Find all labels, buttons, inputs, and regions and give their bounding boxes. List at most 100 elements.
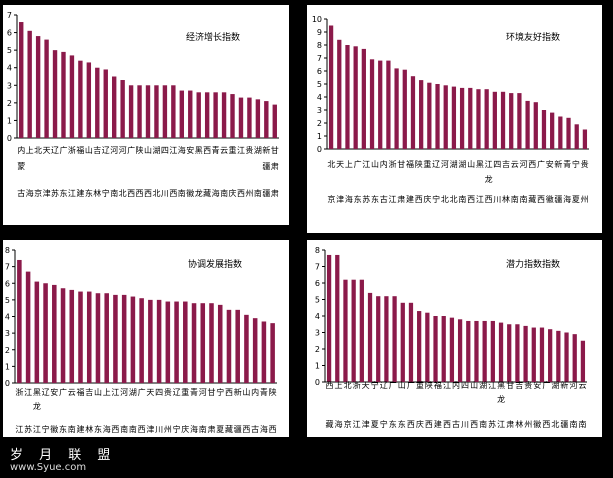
category-label: 江 xyxy=(33,425,41,434)
category-label: 贵 xyxy=(581,159,589,169)
category-label: 东 xyxy=(354,194,362,204)
bar xyxy=(564,332,569,382)
category-label: 陕 xyxy=(136,145,144,155)
category-label: 西 xyxy=(443,420,451,429)
y-tick-label: 7 xyxy=(315,263,320,272)
bar xyxy=(217,304,223,383)
category-label: 四 xyxy=(161,146,169,155)
category-label: 福 xyxy=(434,381,442,390)
bar xyxy=(52,284,57,383)
category-label: 陕 xyxy=(425,380,433,390)
bar xyxy=(34,281,40,383)
bar xyxy=(466,320,471,382)
category-label: 南 xyxy=(254,188,262,198)
y-tick-label: 1 xyxy=(5,362,10,371)
chart-svg: 012345678910环境友好指数北天上广江山内浙甘福陕重辽河湖湖山黑江四吉云… xyxy=(312,15,589,204)
bar xyxy=(209,303,214,383)
category-label: 天 xyxy=(146,388,154,397)
bar xyxy=(582,129,588,149)
category-label: 山 xyxy=(470,380,478,390)
category-label: 新 xyxy=(554,159,562,169)
category-label: 西 xyxy=(467,195,475,204)
bar xyxy=(270,323,275,383)
bar xyxy=(154,85,159,138)
category-label: 山 xyxy=(144,145,152,155)
bar xyxy=(238,97,244,138)
bar xyxy=(572,334,577,382)
category-label: 州 xyxy=(581,195,589,204)
chart-title: 经济增长指数 xyxy=(186,31,240,43)
bar xyxy=(261,321,267,383)
y-tick-label: 3 xyxy=(315,329,320,338)
category-label: 广 xyxy=(537,159,545,169)
category-label: 南 xyxy=(68,424,76,434)
y-tick-label: 1 xyxy=(315,362,320,371)
category-label: 吉 xyxy=(515,381,523,390)
category-label: 天 xyxy=(362,381,370,390)
category-label: 徽 xyxy=(546,194,554,204)
category-label: 古 xyxy=(380,194,388,204)
bar xyxy=(419,80,424,149)
category-label: 西 xyxy=(225,388,233,397)
category-label: 北 xyxy=(344,381,352,390)
bar xyxy=(408,302,414,382)
category-label: 湖 xyxy=(129,388,137,397)
category-label: 南 xyxy=(458,194,466,204)
category-label: 肃 xyxy=(208,424,216,434)
category-label: 南 xyxy=(569,419,577,429)
category-label: 湖 xyxy=(152,146,160,155)
bar xyxy=(384,296,389,382)
bar xyxy=(148,299,153,383)
category-label: 西 xyxy=(203,146,211,155)
category-label: 东 xyxy=(59,188,67,198)
category-label: 辽 xyxy=(51,146,59,155)
bar xyxy=(221,92,227,138)
category-label: 南 xyxy=(520,194,528,204)
category-label: 江 xyxy=(485,160,493,169)
bar xyxy=(500,91,506,149)
chart-svg: 012345678潜力指数指数西上北浙天宁辽广山广重陕福江内四山湖江黑甘吉贵安广… xyxy=(315,246,587,429)
y-tick-label: 5 xyxy=(317,80,322,89)
category-label: 疆 xyxy=(262,189,270,198)
bar xyxy=(515,324,520,382)
category-label: 福 xyxy=(76,146,84,155)
category-label: 浙 xyxy=(15,387,23,397)
bar xyxy=(145,85,151,138)
bar xyxy=(335,254,340,382)
y-tick-label: 6 xyxy=(315,279,320,288)
category-label: 疆 xyxy=(262,162,270,171)
category-label: 海 xyxy=(212,188,220,198)
category-label: 广 xyxy=(138,387,146,397)
category-label: 宁 xyxy=(371,380,379,390)
category-label: 黑 xyxy=(476,160,484,169)
category-label: 京 xyxy=(344,419,352,429)
category-label: 东 xyxy=(398,419,406,429)
category-label: 福 xyxy=(406,160,414,169)
category-label: 云 xyxy=(511,160,519,169)
bar xyxy=(484,89,489,149)
category-label: 古 xyxy=(452,419,460,429)
bar xyxy=(566,117,571,149)
category-label: 州 xyxy=(164,425,172,434)
bar xyxy=(156,299,162,383)
category-label: 四 xyxy=(155,388,163,397)
bar xyxy=(183,301,188,383)
category-label: 宁 xyxy=(572,159,580,169)
category-label: 林 xyxy=(502,194,510,204)
bar xyxy=(351,279,356,382)
bar xyxy=(139,298,144,383)
bar xyxy=(61,51,66,138)
bar xyxy=(171,85,176,138)
category-label: 湖 xyxy=(551,381,559,390)
category-label: 江 xyxy=(237,146,245,155)
category-label: 宁 xyxy=(102,188,110,198)
bar xyxy=(498,322,504,382)
bar xyxy=(337,39,342,149)
category-label: 藏 xyxy=(528,194,536,204)
category-label: 林 xyxy=(515,419,523,429)
bar xyxy=(556,330,561,382)
bar xyxy=(78,291,83,383)
bar xyxy=(137,85,142,138)
category-label: 新 xyxy=(262,145,270,155)
category-label: 龙 xyxy=(33,401,41,411)
